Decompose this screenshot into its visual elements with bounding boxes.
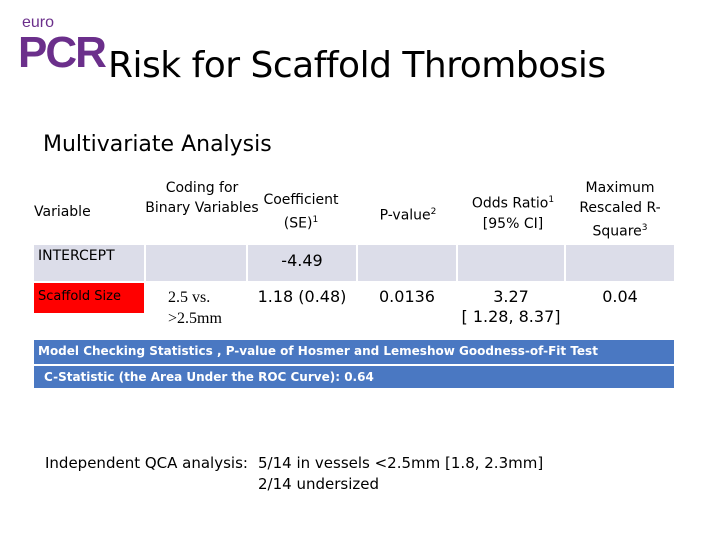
model-checking-text: Model Checking Statistics , P-value of H… [38, 344, 598, 358]
scaffold-maxr2: 0.04 [602, 287, 638, 306]
scaffold-coef: 1.18 (0.48) [257, 287, 347, 306]
intercept-odds-cell [458, 245, 564, 281]
qca-details: 5/14 in vessels <2.5mm [1.8, 2.3mm] 2/14… [258, 453, 543, 495]
header-max-rsquare-sup: 3 [641, 223, 648, 233]
scaffold-size-label: Scaffold Size [38, 289, 121, 304]
logo-pcr-text: PCR [18, 28, 107, 77]
scaffold-pvalue: 0.0136 [379, 287, 435, 306]
qca-label: Independent QCA analysis: [45, 454, 248, 472]
header-max-rsquare: Maximum Rescaled R-Square3 [566, 178, 674, 242]
qca-line1: 5/14 in vessels <2.5mm [1.8, 2.3mm] [258, 454, 544, 472]
header-odds-sup: 1 [548, 195, 555, 205]
scaffold-odds-value: 3.27 [493, 287, 529, 306]
intercept-label-cell: INTERCEPT [34, 245, 144, 281]
scaffold-odds: 3.27 [ 1.28, 8.37] [458, 287, 564, 327]
intercept-pvalue-cell [358, 245, 456, 281]
intercept-coef-cell: -4.49 [248, 245, 356, 281]
scaffold-coding-line2: >2.5mm [168, 310, 222, 327]
header-odds-label: Odds Ratio [471, 195, 549, 212]
c-statistic-text: C-Statistic (the Area Under the ROC Curv… [44, 370, 374, 384]
europcr-logo: euro PCR [18, 14, 107, 77]
header-odds-ci: [95% CI] [482, 215, 544, 232]
logo-euro-text: euro [22, 14, 55, 31]
model-checking-row: Model Checking Statistics , P-value of H… [34, 340, 674, 364]
c-statistic-row: C-Statistic (the Area Under the ROC Curv… [34, 366, 674, 388]
intercept-coef: -4.49 [281, 251, 323, 270]
header-pvalue: P-value2 [360, 202, 456, 226]
scaffold-odds-ci: [ 1.28, 8.37] [461, 307, 561, 326]
intercept-label: INTERCEPT [38, 248, 115, 264]
header-pvalue-sup: 2 [430, 207, 437, 217]
intercept-coding-cell [146, 245, 246, 281]
header-odds-ratio: Odds Ratio1 [95% CI] [460, 190, 566, 234]
intercept-maxr2-cell [566, 245, 674, 281]
page-title: Risk for Scaffold Thrombosis [108, 45, 606, 86]
header-coding: Coding for Binary Variables [145, 180, 259, 216]
scaffold-size-label-cell: Scaffold Size [34, 283, 144, 313]
header-coefficient-label: Coefficient (SE) [263, 192, 339, 232]
scaffold-coding: 2.5 vs. >2.5mm [150, 287, 250, 329]
header-max-rsquare-label: Maximum Rescaled R-Square [579, 180, 661, 240]
section-subtitle: Multivariate Analysis [43, 132, 272, 157]
header-coefficient: Coefficient (SE)1 [248, 190, 354, 234]
qca-line2: 2/14 undersized [258, 475, 379, 493]
scaffold-coding-line1: 2.5 vs. [168, 289, 211, 306]
header-variable: Variable [34, 204, 91, 220]
header-pvalue-label: P-value [379, 207, 431, 224]
header-coefficient-sup: 1 [312, 215, 319, 225]
